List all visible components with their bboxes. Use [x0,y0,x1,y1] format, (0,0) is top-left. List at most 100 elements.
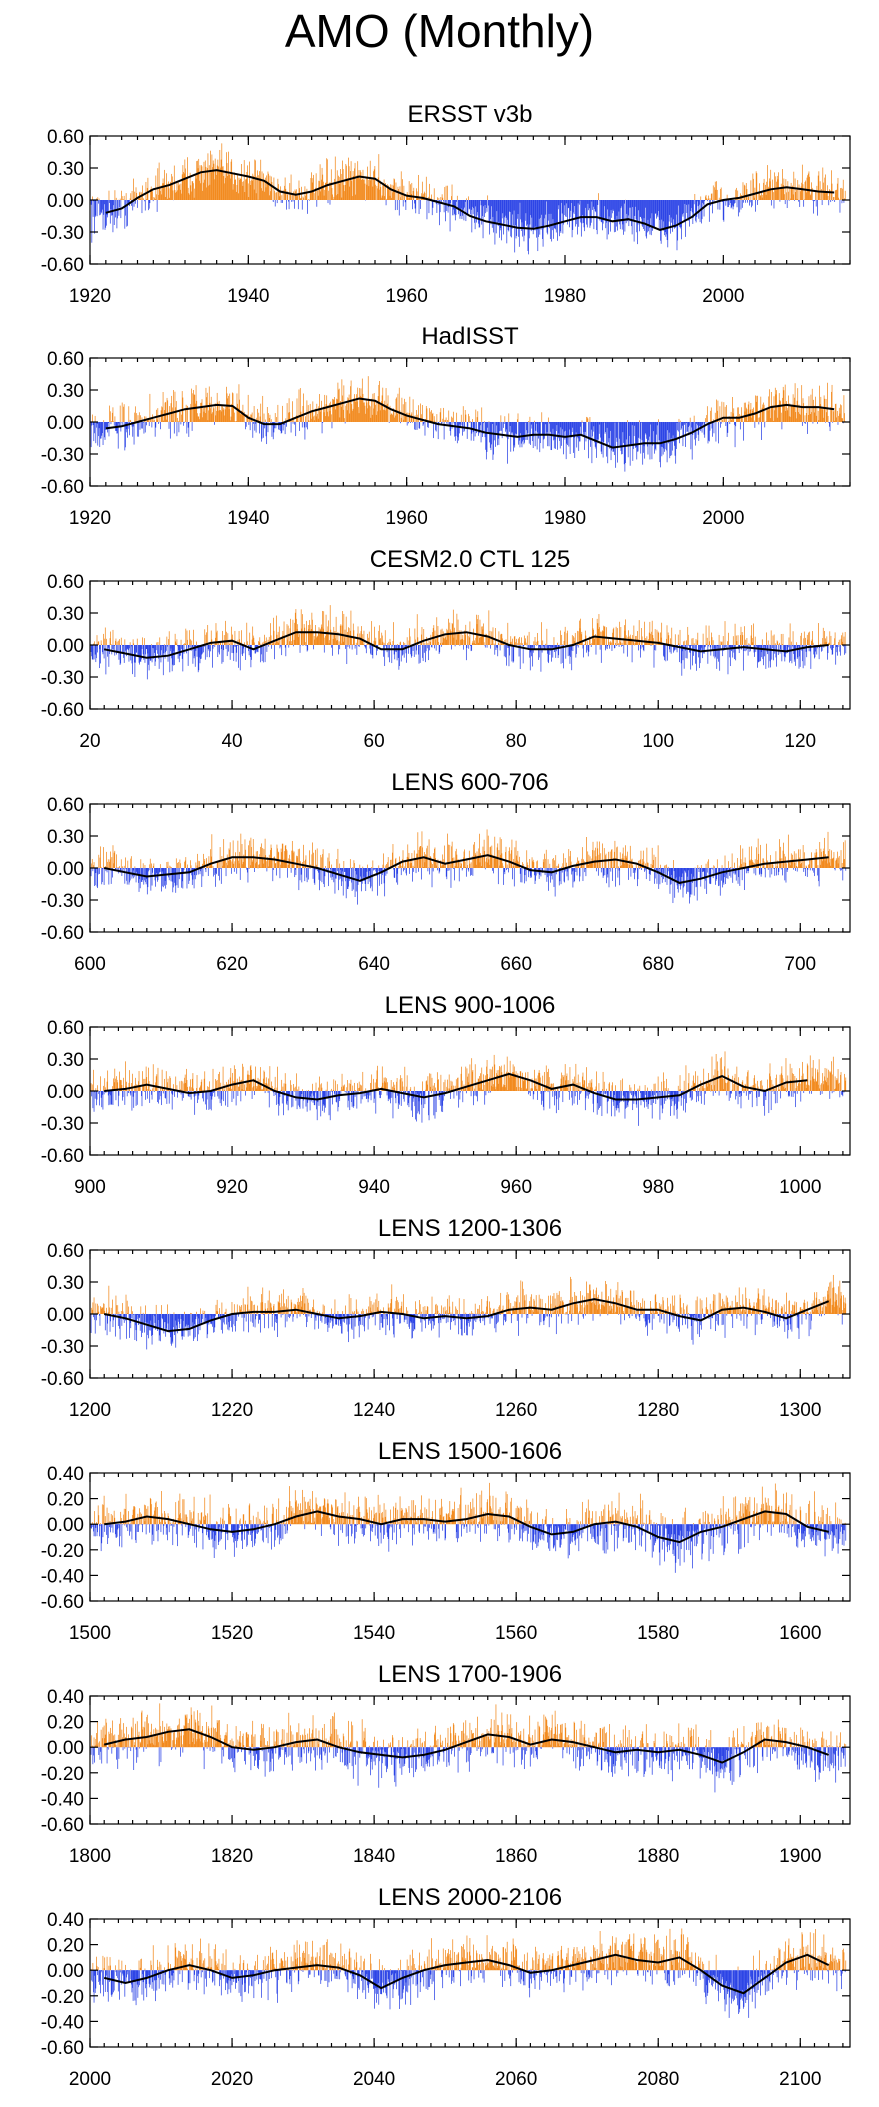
month-bar [338,868,339,891]
month-bar [596,868,597,872]
month-bar [351,645,353,650]
month-bar [457,866,458,868]
month-bar [215,868,217,874]
month-bar [182,868,184,889]
month-bar [175,191,177,200]
month-bar [763,404,765,422]
month-bar [731,200,733,208]
month-bar [589,417,591,422]
month-bar [497,645,499,657]
month-bar [416,645,418,651]
month-bar [141,200,143,214]
month-bar [241,410,242,422]
month-bar [600,422,602,452]
month-bar [750,180,752,200]
month-bar [100,200,102,212]
month-bar [745,183,747,200]
month-bar [127,422,128,438]
month-bar [632,642,634,645]
month-bar [167,645,168,647]
month-bar [279,422,281,424]
month-bar [315,173,317,200]
month-bar [552,645,554,658]
month-bar [362,169,364,200]
month-bar [522,200,523,237]
month-bar [206,858,207,868]
month-bar [640,645,642,649]
month-bar [792,404,793,422]
month-bar [108,868,110,885]
month-bar [683,645,685,669]
month-bar [136,868,138,876]
month-bar [538,422,540,436]
month-bar [356,178,357,200]
month-bar [357,868,358,905]
month-bar [397,868,399,885]
month-bar [187,405,188,422]
month-bar [740,626,742,645]
y-tick-label: -0.60 [41,700,84,721]
month-bar [683,422,684,436]
month-bar [713,422,715,434]
month-bar [676,868,677,878]
month-bar [668,635,670,645]
month-bar [168,631,170,645]
month-bar [133,868,135,877]
month-bar [692,422,694,435]
month-bar [804,182,806,200]
month-bar [186,630,188,645]
month-bar [219,847,221,868]
month-bar [795,192,797,200]
month-bar [767,408,768,422]
month-bar [754,645,755,657]
month-bar [767,188,769,200]
month-bar [329,868,331,870]
month-bar [304,642,306,645]
month-bar [706,415,708,422]
month-bar [131,190,133,200]
month-bar [250,837,252,868]
month-bar [379,868,381,873]
month-bar [266,645,268,652]
month-bar [226,152,227,200]
month-bar [617,644,619,645]
month-bar [616,846,618,868]
month-bar [213,645,214,646]
month-bar [634,200,636,216]
month-bar [334,409,336,422]
month-bar [111,200,112,216]
month-bar [667,868,668,876]
month-bar [655,422,657,451]
month-bar [224,858,226,868]
month-bar [832,645,834,655]
month-bar [560,200,562,233]
y-tick-label: 0.00 [47,191,84,212]
month-bar [470,200,471,215]
month-bar [228,645,229,652]
month-bar [470,862,472,868]
month-bar [809,645,811,652]
month-bar [681,200,683,215]
month-bar [520,422,522,444]
month-bar [344,868,345,872]
month-bar [301,422,303,428]
month-bar [455,639,457,645]
month-bar [127,645,129,650]
month-bar [196,161,198,200]
month-bar [527,200,529,251]
month-bar [379,639,381,645]
month-bar [676,868,678,886]
month-bar [113,863,114,868]
month-bar [283,621,285,645]
month-bar [396,868,397,883]
month-bar [228,151,229,200]
month-bar [634,642,636,645]
month-bar [550,200,552,214]
month-bar [271,643,273,645]
month-bar [293,191,295,200]
month-bar [357,161,359,200]
month-bar [445,419,446,422]
month-bar [499,422,500,432]
month-bar [343,613,345,645]
month-bar [802,184,804,200]
